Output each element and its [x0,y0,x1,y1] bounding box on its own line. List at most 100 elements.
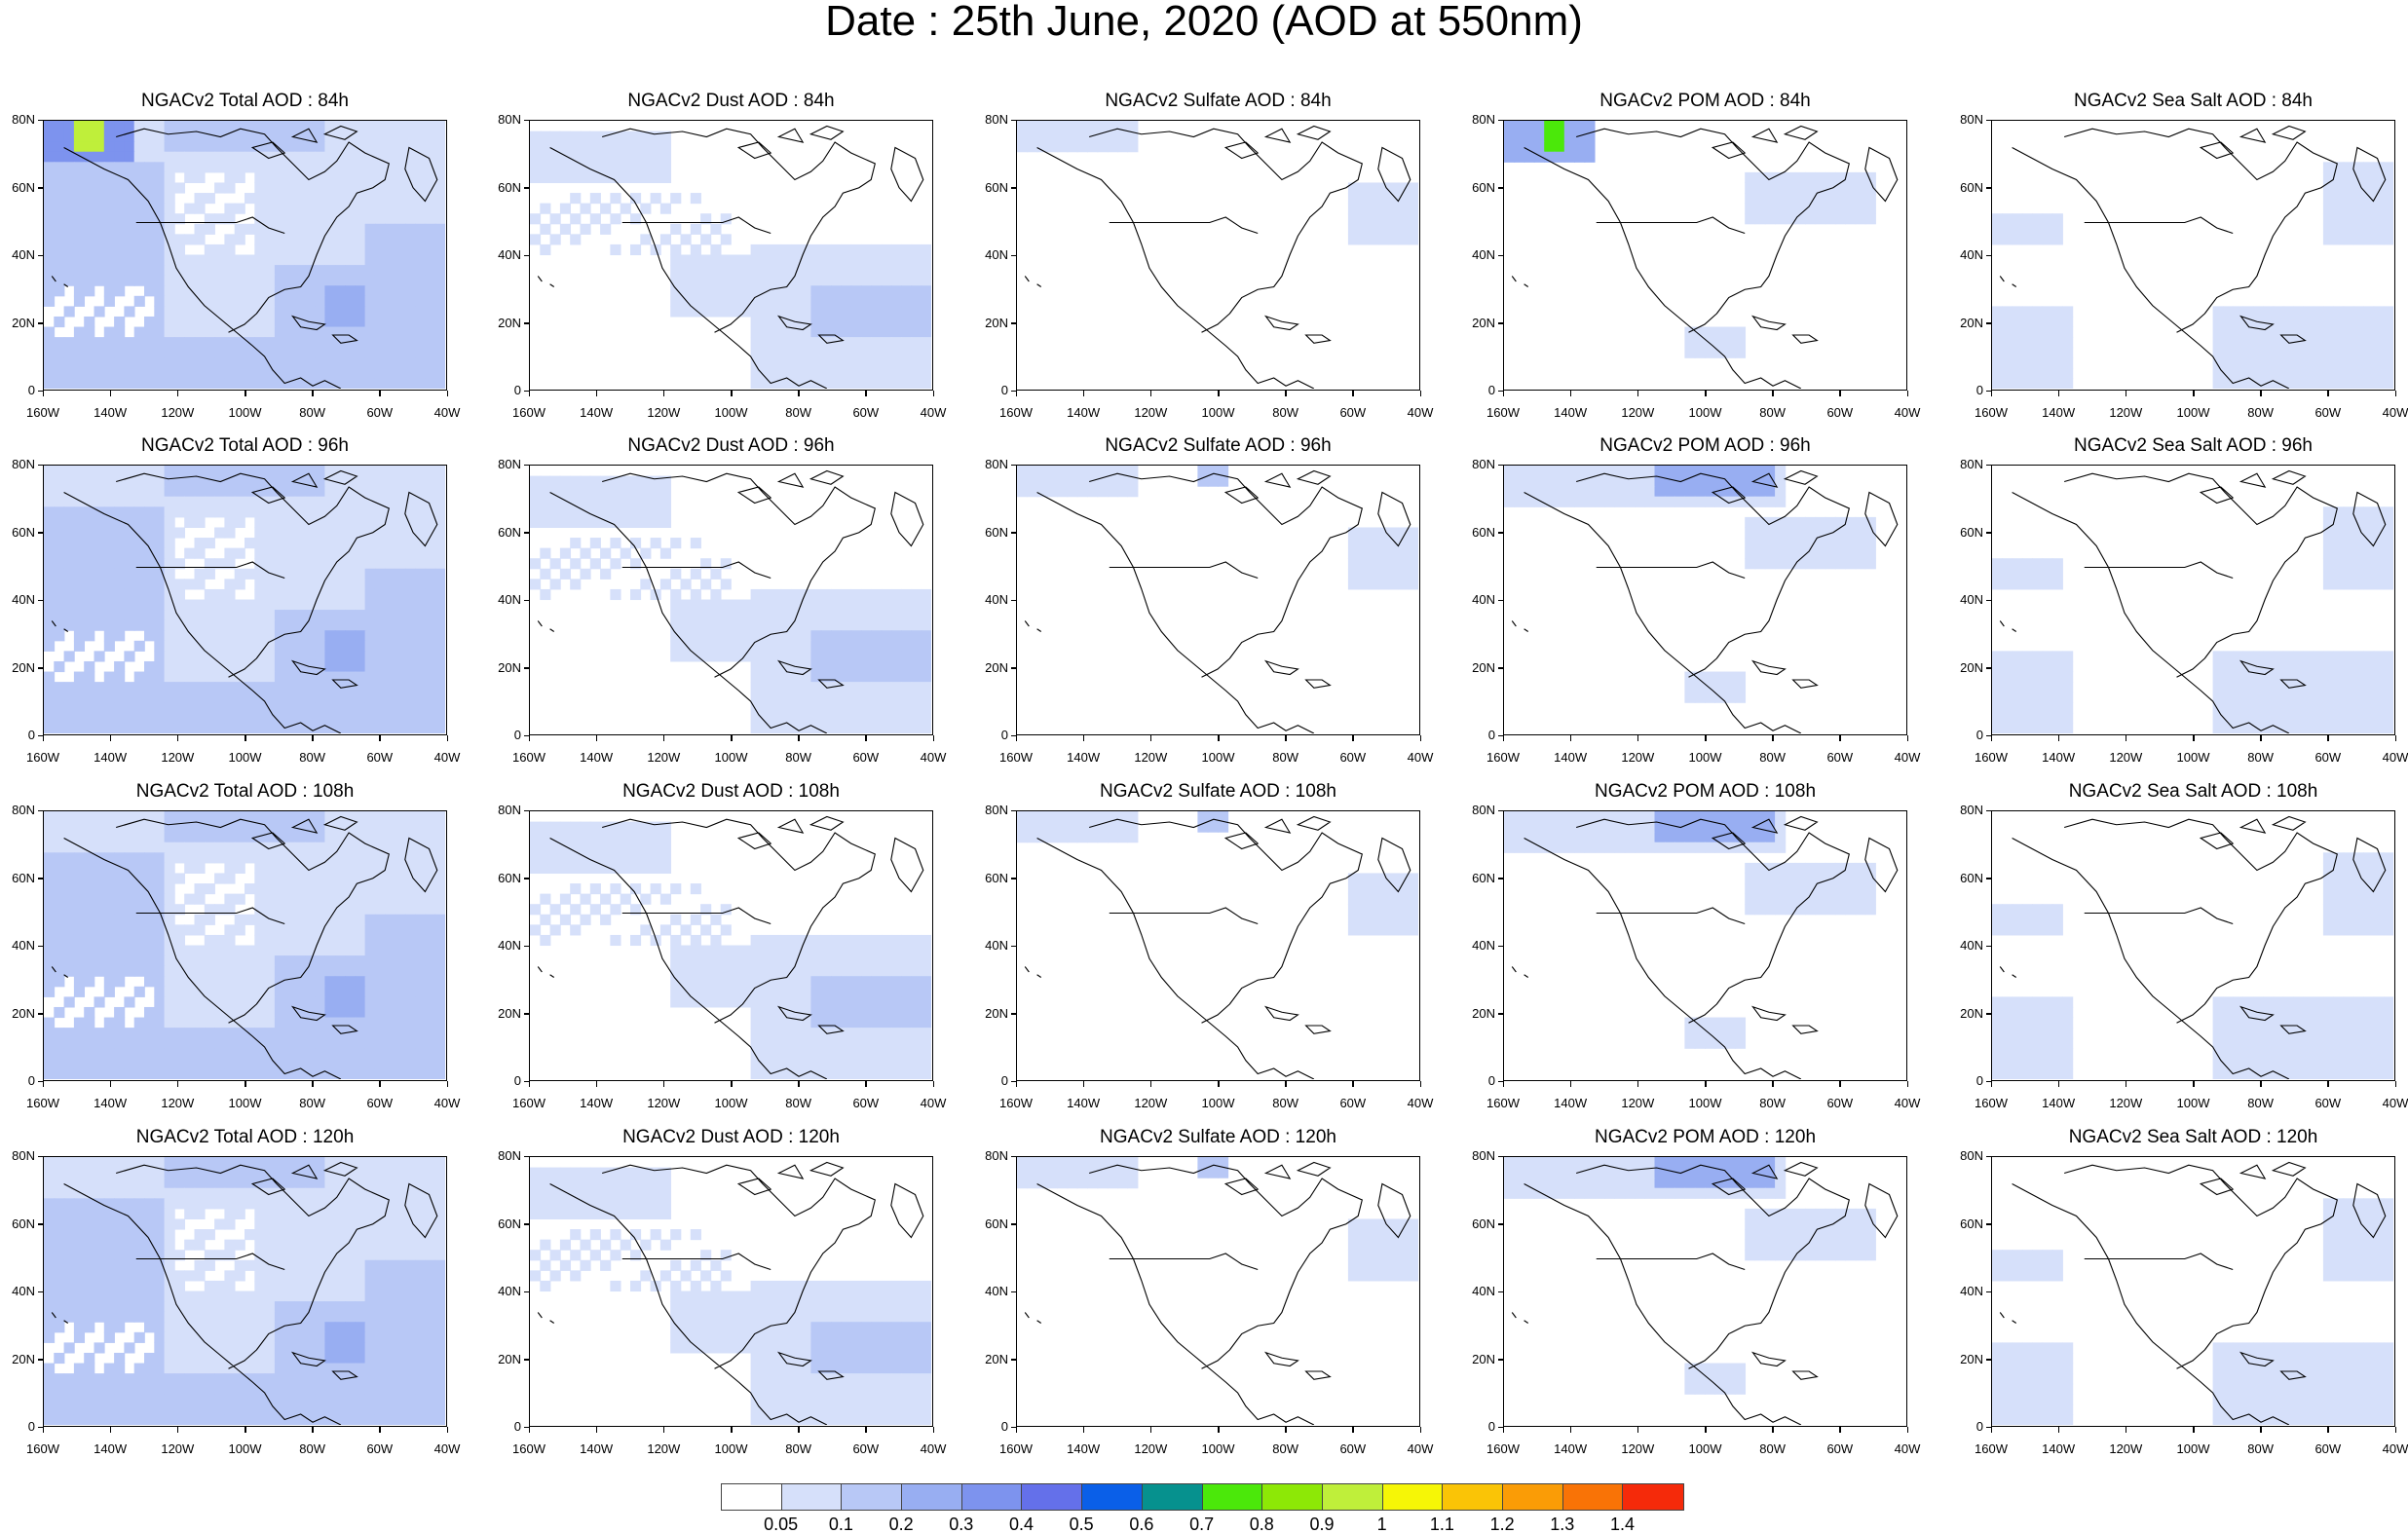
lon-tick-mark [2395,391,2397,396]
aod-cell [235,368,245,379]
aod-cell [791,610,802,620]
aod-cell [375,852,386,863]
aod-cell [104,276,115,286]
aod-cell [1398,204,1409,214]
aod-cell [205,589,215,600]
aod-cell [154,915,165,925]
aod-cell [254,182,265,193]
aod-cell [851,641,862,652]
aod-cell [54,873,64,883]
aod-cell [205,661,215,672]
panel-title: NGACv2 Total AOD : 96h [23,436,467,456]
aod-cell [1584,152,1595,163]
lon-tick-mark [2260,735,2262,741]
aod-cell [174,672,185,683]
aod-cell [134,600,145,611]
aod-cell [630,476,641,487]
aod-cell [54,131,64,142]
aod-cell [305,224,316,235]
aod-cell [84,1028,94,1038]
aod-cell [114,1028,125,1038]
aod-cell [1845,548,1856,559]
aod-cell [365,317,376,327]
aod-cell [1348,579,1359,589]
aod-cell [1544,466,1555,476]
aod-cell [345,630,356,641]
aod-cell [214,1028,225,1038]
aod-cell [841,378,851,389]
aod-cell [104,863,115,874]
aod-cell [425,224,435,235]
aod-cell [144,1007,155,1018]
aod-cell [44,1028,55,1038]
aod-cell [1348,224,1359,235]
aod-cell [224,832,235,842]
aod-cell [275,121,285,131]
aod-cell [395,368,406,379]
aod-cell [74,213,85,224]
aod-cell [425,822,435,833]
aod-cell [134,517,145,528]
aod-cell [2043,692,2053,703]
aod-cell [284,296,295,307]
aod-cell [305,306,316,317]
aod-cell [165,152,175,163]
aod-cell [235,172,245,183]
aod-cell [174,327,185,338]
lon-tick-label: 140W [1549,751,1592,765]
aod-cell [1584,466,1595,476]
aod-cell [124,527,134,538]
aod-cell [235,651,245,661]
aod-cell [355,976,365,987]
aod-cell [74,506,85,517]
aod-cell [425,1007,435,1018]
aod-cell [670,641,681,652]
aod-cell [165,276,175,286]
aod-cell [114,548,125,559]
aod-cell [1388,204,1399,214]
aod-cell [425,924,435,935]
aod-cell [435,713,445,724]
aod-cell [2022,558,2033,569]
aod-cell [205,141,215,152]
aod-cell [721,610,732,620]
aod-cell [154,651,165,661]
aod-cell [670,296,681,307]
aod-cell [265,276,276,286]
aod-cell [54,204,64,214]
aod-cell [345,924,356,935]
aod-cell [265,213,276,224]
lon-tick-mark [2395,735,2397,741]
aod-cell [64,842,75,853]
aod-cell [2283,317,2294,327]
aod-cell [224,1038,235,1049]
aod-field [44,466,445,733]
lon-tick-label: 60W [358,751,401,765]
aod-cell [74,121,85,131]
aod-cell [1845,538,1856,548]
aod-cell [771,327,781,338]
aod-cell [2384,723,2393,733]
aod-cell [2013,672,2023,683]
aod-cell [104,976,115,987]
aod-cell [375,276,386,286]
aod-cell [375,204,386,214]
aod-cell [44,172,55,183]
aod-cell [84,337,94,348]
aod-cell [54,894,64,905]
aod-cell [1775,213,1786,224]
aod-cell [581,517,591,528]
lat-tick-label: 80N [486,458,521,471]
aod-cell [134,842,145,853]
aod-cell [841,285,851,296]
aod-cell [670,306,681,317]
aod-cell [831,276,842,286]
aod-cell [1398,548,1409,559]
aod-cell [254,193,265,204]
aod-cell [305,152,316,163]
aod-cell [245,497,255,507]
lat-tick-mark [1498,667,1503,669]
aod-field [1504,121,1905,389]
aod-cell [861,723,872,733]
aod-cell [214,327,225,338]
